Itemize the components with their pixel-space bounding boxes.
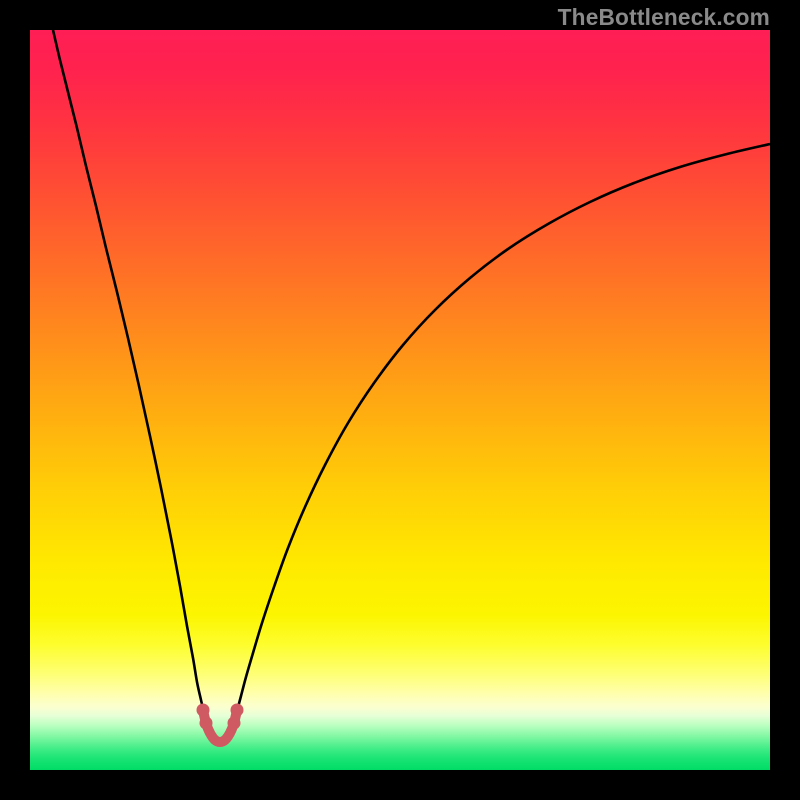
plot-area: [30, 30, 770, 770]
valley-dot: [228, 717, 241, 730]
valley-dot: [231, 704, 244, 717]
valley-dot: [200, 717, 213, 730]
chart-svg: [30, 30, 770, 770]
valley-dot: [197, 704, 210, 717]
watermark-text: TheBottleneck.com: [558, 4, 770, 31]
